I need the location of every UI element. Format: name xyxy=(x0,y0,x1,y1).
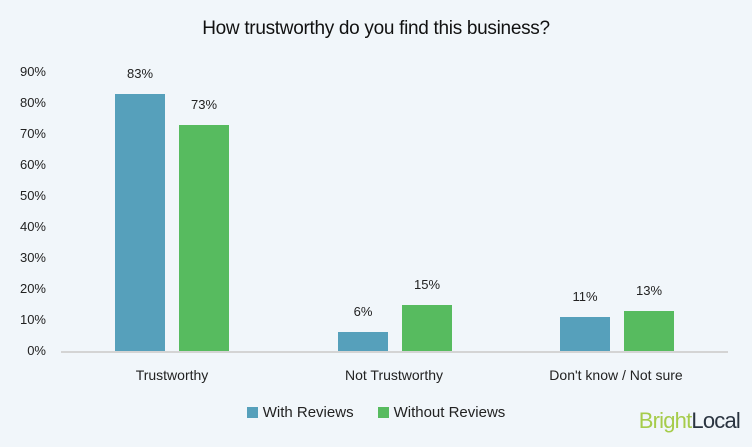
y-tick-label: 90% xyxy=(19,64,46,79)
y-tick-label: 50% xyxy=(19,188,46,203)
data-label: 73% xyxy=(190,96,218,112)
legend: With Reviews Without Reviews xyxy=(0,404,752,421)
y-tick-label: 80% xyxy=(19,95,46,110)
data-label: 6% xyxy=(353,304,373,320)
y-tick-label: 10% xyxy=(19,312,46,327)
data-label: 11% xyxy=(572,288,598,304)
category-label: Not Trustworthy xyxy=(344,367,444,383)
data-label: 83% xyxy=(126,65,154,81)
bar[interactable] xyxy=(402,304,452,351)
bar[interactable] xyxy=(338,332,388,351)
category-label: Don't know / Not sure xyxy=(549,367,683,383)
chart-title: How trustworthy do you find this busines… xyxy=(202,18,550,39)
bar[interactable] xyxy=(624,310,674,351)
x-axis-line xyxy=(61,351,728,353)
bar[interactable] xyxy=(179,124,229,351)
y-tick-label: 20% xyxy=(19,281,46,296)
legend-item-with-reviews[interactable]: With Reviews xyxy=(246,404,354,421)
brightlocal-logo: BrightLocal xyxy=(638,408,741,433)
legend-swatch xyxy=(246,407,258,418)
y-tick-label: 30% xyxy=(19,250,46,265)
y-tick-label: 70% xyxy=(19,126,46,141)
legend-item-without-reviews[interactable]: Without Reviews xyxy=(377,404,506,421)
data-label: 13% xyxy=(635,282,663,298)
bar[interactable] xyxy=(560,316,610,351)
legend-label: Without Reviews xyxy=(393,404,506,421)
category-label: Trustworthy xyxy=(135,367,209,383)
y-tick-label: 60% xyxy=(19,157,46,172)
bar[interactable] xyxy=(115,93,165,351)
data-label: 15% xyxy=(413,276,441,292)
y-tick-label: 40% xyxy=(19,219,46,234)
legend-label: With Reviews xyxy=(262,404,354,421)
legend-swatch xyxy=(377,407,389,418)
y-tick-label: 0% xyxy=(27,343,46,358)
